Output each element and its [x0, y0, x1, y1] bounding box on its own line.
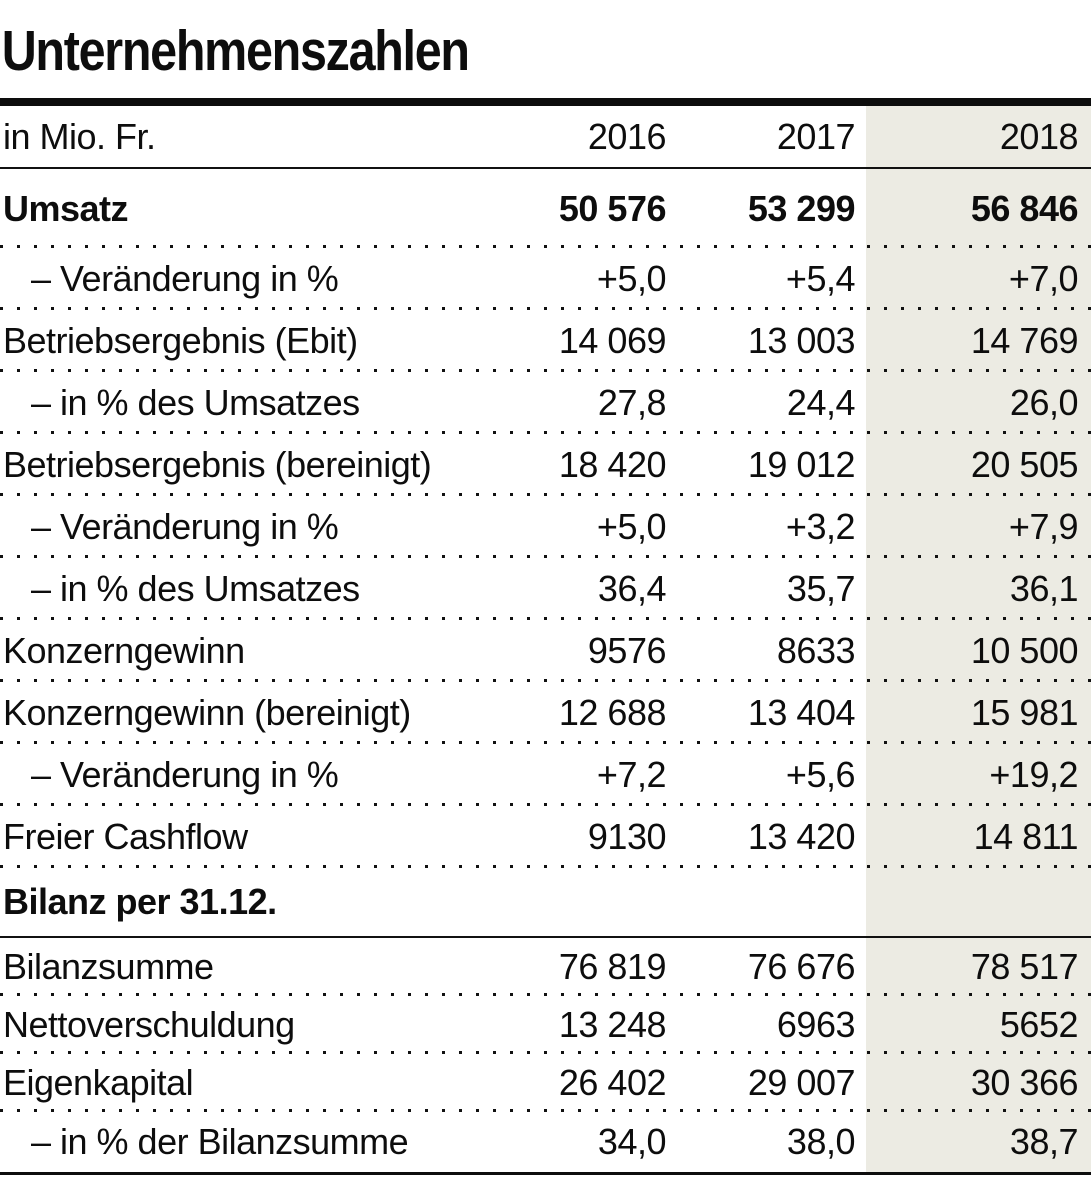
- table-row-umsatz-prozent: – in % des Umsatzes 36,4 35,7 36,1: [0, 558, 1091, 620]
- row-label: – in % der Bilanzsumme: [31, 1121, 409, 1162]
- value-2016: +5,0: [596, 506, 667, 547]
- value-2018: 5652: [999, 1004, 1079, 1045]
- row-label: Eigenkapital: [3, 1062, 194, 1103]
- value-2017: 24,4: [786, 382, 856, 423]
- value-2016: 27,8: [597, 382, 667, 423]
- page-title: Unternehmenszahlen: [1, 19, 470, 83]
- value-2018: 10 500: [970, 630, 1079, 671]
- row-label: Konzerngewinn (bereinigt): [3, 692, 411, 733]
- title-bar: Unternehmenszahlen: [0, 0, 1091, 98]
- value-2017: 13 003: [747, 320, 856, 361]
- value-2016: 76 819: [558, 946, 667, 987]
- unit-label: in Mio. Fr.: [3, 115, 156, 157]
- row-label: – Veränderung in %: [31, 754, 339, 795]
- value-2017: 35,7: [786, 568, 856, 609]
- row-label: Betriebsergebnis (bereinigt): [3, 444, 432, 485]
- table-row-ebit-bereinigt: Betriebsergebnis (bereinigt) 18 420 19 0…: [0, 434, 1091, 496]
- table-row-freier-cashflow: Freier Cashflow 9130 13 420 14 811: [0, 806, 1091, 868]
- value-2017: 29 007: [747, 1062, 856, 1103]
- value-2018: 56 846: [970, 187, 1079, 229]
- table-row-ebit: Betriebsergebnis (Ebit) 14 069 13 003 14…: [0, 310, 1091, 372]
- row-label: Konzerngewinn: [3, 630, 245, 671]
- value-2018: 78 517: [970, 946, 1079, 987]
- section-header-bilanz: Bilanz per 31.12.: [0, 868, 1091, 938]
- data-table: in Mio. Fr. 2016 2017 2018 Umsatz 50 576…: [0, 106, 1091, 1175]
- value-2017: 38,0: [786, 1121, 856, 1162]
- section-title: Bilanz per 31.12.: [3, 881, 277, 922]
- value-2017: 53 299: [747, 187, 856, 229]
- row-label: Freier Cashflow: [3, 816, 248, 857]
- value-2018: 14 769: [970, 320, 1079, 361]
- value-2018: 20 505: [970, 444, 1079, 485]
- value-2017: 19 012: [747, 444, 856, 485]
- value-2017: 6963: [776, 1004, 856, 1045]
- row-label: – Veränderung in %: [31, 258, 339, 299]
- value-2018: +7,9: [1008, 506, 1079, 547]
- value-2018: 14 811: [973, 816, 1079, 857]
- row-label: Nettoverschuldung: [3, 1004, 295, 1045]
- value-2017: 13 420: [747, 816, 856, 857]
- value-2017: +5,4: [785, 258, 856, 299]
- value-2016: 26 402: [558, 1062, 667, 1103]
- value-2016: 13 248: [558, 1004, 667, 1045]
- table-row-bilanzsumme-prozent: – in % der Bilanzsumme 34,0 38,0 38,7: [0, 1112, 1091, 1172]
- table-row-veraenderung-bereinigt: – Veränderung in % +5,0 +3,2 +7,9: [0, 496, 1091, 558]
- value-2016: +7,2: [596, 754, 667, 795]
- table-row-konzerngewinn: Konzerngewinn 9576 8633 10 500: [0, 620, 1091, 682]
- value-2018: 38,7: [1009, 1121, 1079, 1162]
- value-2016: 36,4: [597, 568, 667, 609]
- value-2017: 76 676: [747, 946, 856, 987]
- row-label: – in % des Umsatzes: [31, 382, 360, 423]
- value-2016: 14 069: [558, 320, 667, 361]
- value-2018: 30 366: [970, 1062, 1079, 1103]
- value-2018: +7,0: [1008, 258, 1079, 299]
- value-2016: 9576: [587, 630, 667, 671]
- table-row-bilanzsumme: Bilanzsumme 76 819 76 676 78 517: [0, 938, 1091, 996]
- year-header-2018: 2018: [999, 115, 1079, 157]
- table-row-ebit-prozent: – in % des Umsatzes 27,8 24,4 26,0: [0, 372, 1091, 434]
- value-2016: 50 576: [558, 187, 667, 229]
- table-row-eigenkapital: Eigenkapital 26 402 29 007 30 366: [0, 1054, 1091, 1112]
- value-2017: 8633: [776, 630, 856, 671]
- value-2018: 15 981: [970, 692, 1079, 733]
- value-2016: 34,0: [597, 1121, 667, 1162]
- row-label: Bilanzsumme: [3, 946, 214, 987]
- value-2018: 26,0: [1009, 382, 1079, 423]
- row-label: – in % des Umsatzes: [31, 568, 360, 609]
- row-label: Umsatz: [3, 187, 129, 229]
- bottom-rule: [0, 1172, 1091, 1175]
- value-2016: 18 420: [558, 444, 667, 485]
- table-row-nettoverschuldung: Nettoverschuldung 13 248 6963 5652: [0, 996, 1091, 1054]
- table-row-konzerngewinn-bereinigt: Konzerngewinn (bereinigt) 12 688 13 404 …: [0, 682, 1091, 744]
- value-2017: 13 404: [747, 692, 856, 733]
- value-2018: +19,2: [989, 754, 1078, 795]
- value-2017: +3,2: [785, 506, 856, 547]
- value-2018: 36,1: [1009, 568, 1079, 609]
- value-2016: 9130: [587, 816, 667, 857]
- top-rule: [0, 98, 1091, 106]
- value-2017: +5,6: [785, 754, 856, 795]
- table-row-umsatz: Umsatz 50 576 53 299 56 846: [0, 169, 1091, 248]
- row-label: – Veränderung in %: [31, 506, 339, 547]
- row-label: Betriebsergebnis (Ebit): [3, 320, 358, 361]
- year-header-2017: 2017: [776, 115, 856, 157]
- value-2016: 12 688: [558, 692, 667, 733]
- table-row-veraenderung-gewinn: – Veränderung in % +7,2 +5,6 +19,2: [0, 744, 1091, 806]
- table-header-row: in Mio. Fr. 2016 2017 2018: [0, 106, 1091, 169]
- year-header-2016: 2016: [587, 115, 667, 157]
- table-row-veraenderung: – Veränderung in % +5,0 +5,4 +7,0: [0, 248, 1091, 310]
- value-2016: +5,0: [596, 258, 667, 299]
